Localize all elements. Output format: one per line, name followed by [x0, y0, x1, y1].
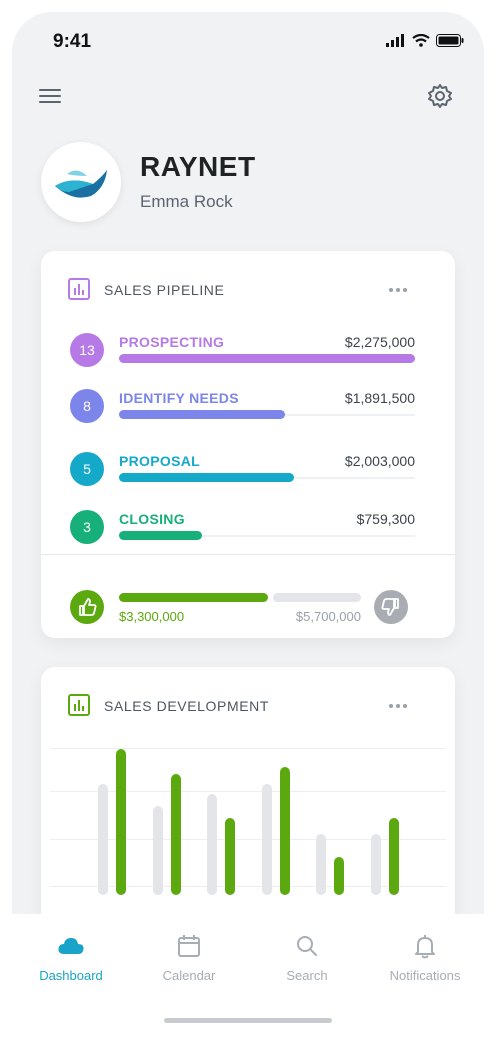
signal-icon: [386, 34, 404, 47]
status-time: 9:41: [53, 31, 92, 52]
stage-bar: [119, 473, 294, 482]
column-bar-green: [171, 774, 181, 895]
chart-icon: [68, 694, 90, 716]
pipeline-stage-proposal[interactable]: 5 PROPOSAL $2,003,000: [41, 452, 455, 508]
stage-count: 3: [70, 510, 104, 544]
column-bar-gray: [98, 784, 108, 895]
stage-bar: [119, 410, 285, 419]
column-bar-green: [225, 818, 235, 895]
tab-label: Search: [286, 968, 328, 983]
tab-bar: Dashboard Calendar Search Not: [12, 914, 484, 1035]
sales-development-card[interactable]: SALES DEVELOPMENT: [41, 667, 455, 967]
won-deals-bar: [119, 593, 268, 602]
stage-label: PROPOSAL: [119, 453, 200, 469]
status-icons: [386, 34, 464, 47]
calendar-icon: [178, 935, 200, 957]
stage-bar: [119, 354, 415, 363]
stage-count: 5: [70, 452, 104, 486]
lost-amount: $5,700,000: [295, 609, 361, 624]
stage-label: CLOSING: [119, 511, 185, 527]
grid-line: [50, 886, 446, 887]
lost-deals-bar: [273, 593, 361, 602]
grid-line: [50, 791, 446, 792]
cloud-icon: [58, 938, 84, 954]
wifi-icon: [412, 34, 430, 47]
pipeline-stage-prospecting[interactable]: 13 PROSPECTING $2,275,000: [41, 333, 455, 389]
home-indicator: [164, 1018, 332, 1023]
column-bar-gray: [371, 834, 381, 895]
stage-amount: $2,003,000: [344, 453, 415, 469]
tab-search[interactable]: Search: [248, 932, 366, 983]
stage-bar: [119, 531, 202, 540]
stage-track: [119, 535, 415, 537]
menu-icon[interactable]: [38, 86, 64, 106]
divider: [41, 554, 455, 555]
brand-name: RAYNET: [140, 151, 256, 182]
stage-count: 8: [70, 389, 104, 423]
grid-line: [50, 839, 446, 840]
gear-icon[interactable]: [426, 82, 454, 110]
column-bar-green: [334, 857, 344, 895]
tab-label: Notifications: [389, 968, 461, 983]
grid-line: [50, 748, 446, 749]
column-bar-gray: [153, 806, 163, 895]
tab-label: Calendar: [162, 968, 216, 983]
tab-calendar[interactable]: Calendar: [130, 932, 248, 983]
pipeline-stage-closing[interactable]: 3 CLOSING $759,300: [41, 510, 455, 566]
pipeline-stage-identify-needs[interactable]: 8 IDENTIFY NEEDS $1,891,500: [41, 389, 455, 445]
stage-label: IDENTIFY NEEDS: [119, 390, 239, 406]
more-options-icon[interactable]: [389, 704, 407, 708]
column-bar-green: [116, 749, 126, 895]
card-title: SALES DEVELOPMENT: [104, 698, 270, 714]
thumbs-down-icon[interactable]: [374, 590, 408, 624]
raynet-logo: [41, 142, 121, 222]
phone-screen: 9:41: [12, 12, 484, 1035]
raynet-logo-icon: [55, 170, 107, 198]
battery-icon: [436, 34, 464, 47]
stage-amount: $2,275,000: [344, 334, 415, 350]
stage-count: 13: [70, 333, 104, 367]
search-icon: [297, 936, 317, 956]
column-bar-gray: [262, 784, 272, 895]
stage-amount: $1,891,500: [344, 390, 415, 406]
card-title: SALES PIPELINE: [104, 282, 225, 298]
column-bar-green: [280, 767, 290, 895]
bell-icon: [415, 935, 435, 959]
tab-dashboard[interactable]: Dashboard: [12, 932, 130, 983]
won-amount: $3,300,000: [119, 609, 185, 624]
chart-icon: [68, 278, 90, 300]
sales-pipeline-card[interactable]: SALES PIPELINE 13 PROSPECTING $2,275,000…: [41, 251, 455, 638]
stage-label: PROSPECTING: [119, 334, 225, 350]
thumbs-up-icon[interactable]: [70, 590, 104, 624]
more-options-icon[interactable]: [389, 288, 407, 292]
stage-amount: $759,300: [356, 511, 415, 527]
user-name: Emma Rock: [140, 192, 233, 211]
column-bar-gray: [207, 794, 217, 895]
tab-notifications[interactable]: Notifications: [366, 932, 484, 983]
tab-label: Dashboard: [39, 968, 103, 983]
column-bar-gray: [316, 834, 326, 895]
status-bar: 9:41: [12, 12, 484, 68]
column-bar-green: [389, 818, 399, 895]
